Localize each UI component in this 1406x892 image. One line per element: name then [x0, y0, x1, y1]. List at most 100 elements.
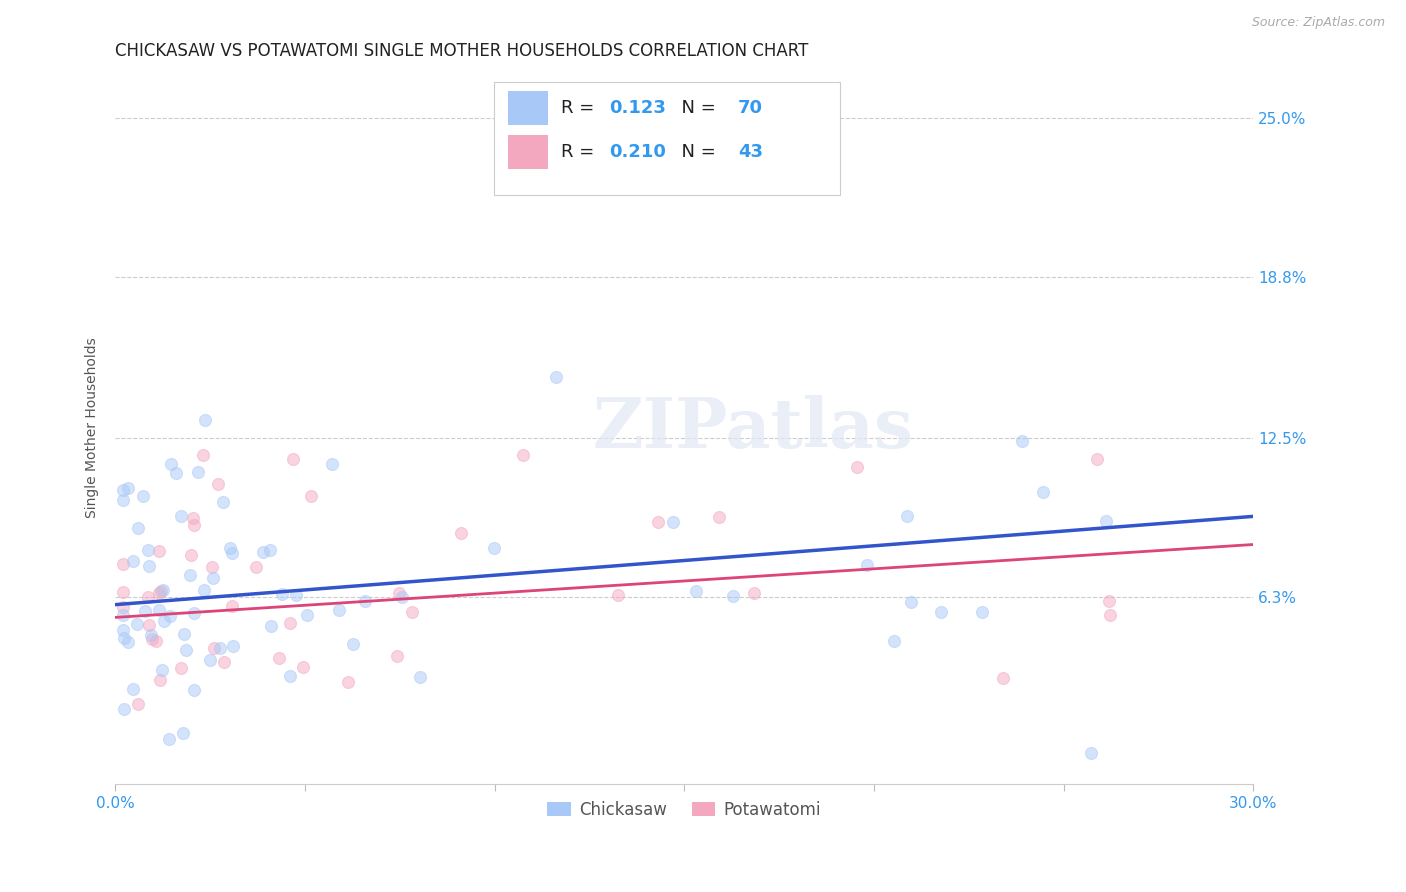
Point	[134, 604, 156, 618]
Point	[121, 681, 143, 696]
Point	[297, 608, 319, 623]
Point	[157, 732, 180, 747]
Point	[191, 448, 214, 462]
Text: CHICKASAW VS POTAWATOMI SINGLE MOTHER HOUSEHOLDS CORRELATION CHART: CHICKASAW VS POTAWATOMI SINGLE MOTHER HO…	[115, 42, 808, 60]
Point	[183, 606, 205, 620]
Point	[544, 370, 567, 384]
Point	[170, 508, 193, 523]
Text: 0.123: 0.123	[609, 99, 666, 117]
Point	[111, 607, 134, 622]
Point	[141, 627, 163, 641]
Point	[401, 605, 423, 619]
Point	[512, 448, 534, 462]
Text: R =: R =	[561, 143, 600, 161]
Point	[111, 557, 134, 571]
Point	[138, 618, 160, 632]
Point	[111, 492, 134, 507]
Point	[180, 548, 202, 562]
Point	[1098, 607, 1121, 622]
Point	[148, 603, 170, 617]
Point	[328, 603, 350, 617]
Point	[201, 560, 224, 574]
Point	[149, 583, 172, 598]
Point	[391, 590, 413, 604]
Point	[252, 545, 274, 559]
Text: Source: ZipAtlas.com: Source: ZipAtlas.com	[1251, 16, 1385, 29]
Point	[193, 583, 215, 598]
Point	[202, 641, 225, 656]
Point	[482, 541, 505, 555]
Point	[267, 651, 290, 665]
Point	[221, 639, 243, 653]
Point	[173, 627, 195, 641]
Point	[606, 588, 628, 602]
Point	[900, 595, 922, 609]
Point	[201, 571, 224, 585]
Point	[270, 587, 292, 601]
Point	[685, 584, 707, 599]
Point	[145, 634, 167, 648]
Point	[117, 635, 139, 649]
Point	[141, 632, 163, 646]
Point	[742, 586, 765, 600]
Point	[387, 649, 409, 664]
Legend: Chickasaw, Potawatomi: Chickasaw, Potawatomi	[541, 794, 828, 825]
Point	[1097, 594, 1119, 608]
Point	[183, 682, 205, 697]
Point	[342, 637, 364, 651]
Point	[152, 583, 174, 598]
Point	[212, 494, 235, 508]
Point	[174, 642, 197, 657]
Point	[127, 520, 149, 534]
Point	[661, 515, 683, 529]
Point	[165, 466, 187, 480]
Point	[159, 457, 181, 471]
Point	[450, 525, 472, 540]
Point	[221, 599, 243, 614]
Text: ZIPatlas: ZIPatlas	[592, 394, 912, 461]
Point	[122, 554, 145, 568]
Bar	[508, 91, 548, 125]
Point	[991, 672, 1014, 686]
Point	[218, 541, 240, 556]
Point	[321, 457, 343, 471]
Text: N =: N =	[669, 143, 721, 161]
Bar	[508, 135, 548, 169]
Point	[291, 659, 314, 673]
Point	[1032, 484, 1054, 499]
Point	[845, 459, 868, 474]
Point	[148, 544, 170, 558]
Point	[1080, 746, 1102, 760]
Point	[299, 489, 322, 503]
Point	[136, 543, 159, 558]
Point	[117, 481, 139, 495]
Point	[200, 653, 222, 667]
Point	[260, 618, 283, 632]
Point	[148, 673, 170, 687]
Point	[183, 518, 205, 533]
Point	[1095, 514, 1118, 528]
Point	[929, 605, 952, 619]
Text: N =: N =	[669, 99, 721, 117]
Point	[970, 605, 993, 619]
Point	[148, 586, 170, 600]
Point	[127, 698, 149, 712]
Point	[221, 546, 243, 560]
Point	[111, 483, 134, 497]
Point	[187, 465, 209, 479]
Point	[354, 593, 377, 607]
Point	[212, 655, 235, 669]
Text: 70: 70	[738, 99, 763, 117]
Point	[284, 588, 307, 602]
Point	[278, 669, 301, 683]
Point	[388, 586, 411, 600]
Point	[112, 631, 135, 645]
Bar	[495, 82, 841, 194]
Text: 43: 43	[738, 143, 763, 161]
Point	[111, 623, 134, 637]
Point	[1011, 434, 1033, 449]
Point	[707, 509, 730, 524]
Point	[883, 634, 905, 648]
Point	[179, 568, 201, 582]
Point	[150, 663, 173, 677]
